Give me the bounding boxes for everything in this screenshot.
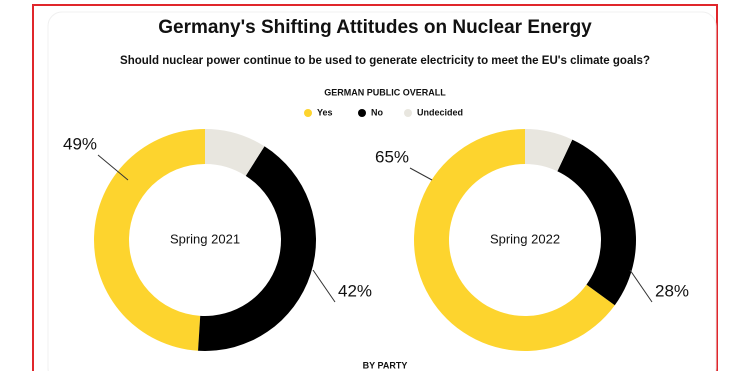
donut-segment xyxy=(557,139,637,306)
donut-segment xyxy=(198,146,317,351)
donut-segment xyxy=(414,129,615,351)
value-label: 65% xyxy=(375,147,409,166)
value-label: 42% xyxy=(338,281,372,300)
leader-line xyxy=(629,269,653,303)
center-label: Spring 2021 xyxy=(170,231,240,246)
donut-segment xyxy=(93,129,205,351)
footer: BY PARTY xyxy=(363,360,408,370)
subtitle: Should nuclear power continue to be used… xyxy=(120,55,650,67)
leader-line xyxy=(312,269,336,303)
legend-label: Undecided xyxy=(417,107,463,117)
chart-title: Germany's Shifting Attitudes on Nuclear … xyxy=(158,17,592,38)
center-label: Spring 2022 xyxy=(490,231,560,246)
legend-label: Yes xyxy=(317,107,333,117)
donut-segment xyxy=(525,129,573,172)
frame xyxy=(32,4,718,371)
legend-swatch xyxy=(358,109,366,117)
legend-swatch xyxy=(304,109,312,117)
value-label: 49% xyxy=(63,134,97,153)
legend-title: GERMAN PUBLIC OVERALL xyxy=(324,87,446,97)
leader-line xyxy=(409,167,433,181)
card xyxy=(47,11,717,371)
leader-line xyxy=(97,154,129,181)
value-label: 28% xyxy=(655,281,689,300)
legend-label: No xyxy=(371,107,383,117)
legend-swatch xyxy=(404,109,412,117)
donut-segment xyxy=(205,129,265,176)
